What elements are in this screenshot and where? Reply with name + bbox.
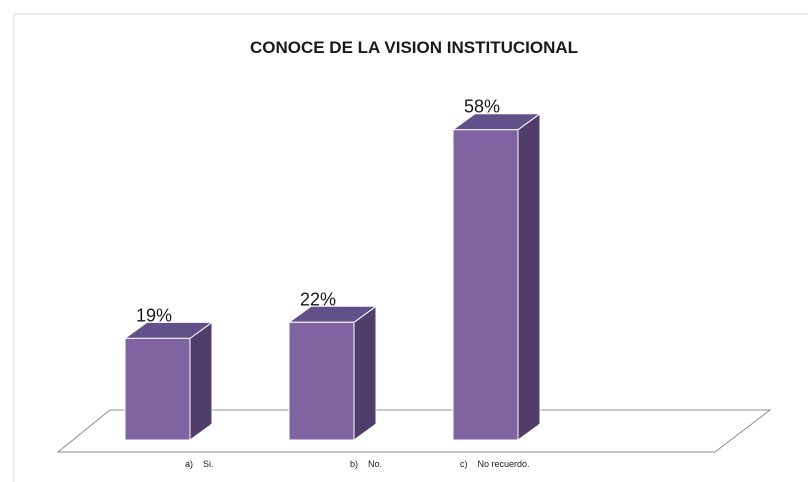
bar bbox=[124, 337, 191, 441]
bar-side bbox=[353, 305, 377, 441]
x-tick-label: b) No. bbox=[350, 459, 382, 469]
x-tick-label: a) Si. bbox=[185, 459, 214, 469]
bar bbox=[288, 321, 355, 441]
bar-side bbox=[189, 321, 213, 441]
bar bbox=[452, 129, 519, 441]
chart-title: CONOCE DE LA VISION INSTITUCIONAL bbox=[250, 38, 578, 57]
data-label: 19% bbox=[136, 305, 172, 325]
x-tick-label: c) No recuerdo. bbox=[460, 459, 530, 469]
bar-side bbox=[517, 112, 541, 441]
floor bbox=[56, 409, 772, 453]
data-label: 22% bbox=[300, 289, 336, 309]
data-label: 58% bbox=[464, 97, 500, 117]
